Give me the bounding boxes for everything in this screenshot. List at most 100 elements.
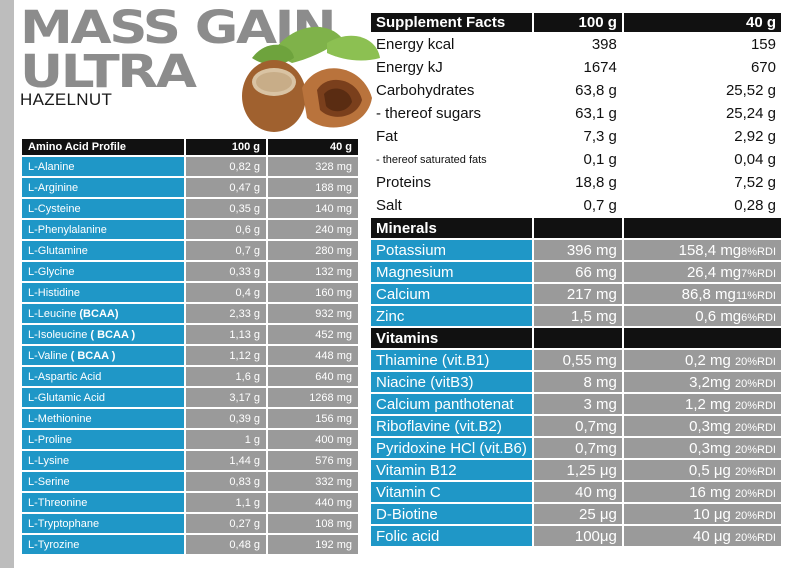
table-row: L-Threonine 1,1 g 440 mg [22, 493, 358, 512]
amino-name: L-Leucine (BCAA) [22, 304, 184, 323]
table-row: L-Alanine 0,82 g 328 mg [22, 157, 358, 176]
vitamin-100g: 0,7mg [533, 416, 622, 436]
table-row: Fat 7,3 g 2,92 g [371, 126, 781, 147]
table-row: L-Leucine (BCAA) 2,33 g 932 mg [22, 304, 358, 323]
amino-100g: 0,33 g [186, 262, 266, 281]
table-row: Zinc 1,5 mg 0,6 mg6%RDI [371, 306, 781, 326]
vitamins-header-row: Vitamins [371, 328, 781, 348]
amino-100g: 2,33 g [186, 304, 266, 323]
fact-100g: 1674 [583, 59, 617, 76]
table-row: L-Histidine 0,4 g 160 mg [22, 283, 358, 302]
flavor-label: HAZELNUT [20, 90, 113, 109]
amino-40g: 448 mg [268, 346, 358, 365]
vitamin-40g-value: 0,3mg [689, 417, 731, 435]
fact-40g: 25,24 g [725, 105, 776, 122]
table-row: Energy kcal 398 159 [371, 34, 781, 55]
amino-100g: 3,17 g [186, 388, 266, 407]
fact-100g: 63,8 g [575, 82, 617, 99]
amino-name: L-Lysine [22, 451, 184, 470]
amino-40g: 132 mg [268, 262, 358, 281]
mineral-40g: 26,4 mg7%RDI [623, 262, 781, 282]
fact-name: Energy kJ [376, 59, 443, 76]
vitamin-name: Thiamine (vit.B1) [371, 350, 532, 370]
vitamin-100g: 3 mg [533, 394, 622, 414]
table-row: L-Aspartic Acid 1,6 g 640 mg [22, 367, 358, 386]
amino-name: L-Histidine [22, 283, 184, 302]
vitamin-40g: 0,2 mg 20%RDI [623, 350, 781, 370]
table-row: Energy kJ 1674 670 [371, 57, 781, 78]
amino-header-row: Amino Acid Profile 100 g 40 g [22, 139, 358, 155]
table-row: L-Arginine 0,47 g 188 mg [22, 178, 358, 197]
table-row: L-Tryptophane 0,27 g 108 mg [22, 514, 358, 533]
amino-40g: 140 mg [268, 199, 358, 218]
rdi-label: 20%RDI [735, 531, 776, 544]
fact-100g: 7,3 g [583, 128, 617, 145]
amino-name: L-Cysteine [22, 199, 184, 218]
vitamin-40g: 0,3mg 20%RDI [623, 438, 781, 458]
amino-40g: 156 mg [268, 409, 358, 428]
amino-100g: 0,48 g [186, 535, 266, 554]
vitamin-name: Vitamin B12 [371, 460, 532, 480]
fact-100g: 0,1 g [583, 151, 617, 168]
mineral-40g-value: 86,8 mg [681, 285, 736, 303]
table-row: Salt 0,7 g 0,28 g [371, 195, 781, 216]
vitamin-40g-value: 0,2 mg [685, 351, 731, 369]
table-row: Vitamin B12 1,25 μg 0,5 μg 20%RDI [371, 460, 781, 480]
amino-100g: 1,1 g [186, 493, 266, 512]
amino-100g: 1,44 g [186, 451, 266, 470]
amino-name: L-Tyrozine [22, 535, 184, 554]
table-row: Pyridoxine HCl (vit.B6) 0,7mg 0,3mg 20%RDI [371, 438, 781, 458]
vitamin-100g: 8 mg [533, 372, 622, 392]
vitamin-40g: 0,5 μg 20%RDI [623, 460, 781, 480]
vitamin-40g: 40 μg 20%RDI [623, 526, 781, 546]
vitamin-name: Niacine (vitB3) [371, 372, 532, 392]
table-row: L-Methionine 0,39 g 156 mg [22, 409, 358, 428]
vitamin-40g-value: 10 μg [693, 505, 731, 523]
vitamin-40g: 10 μg 20%RDI [623, 504, 781, 524]
amino-name-text: L-Leucine [28, 307, 77, 320]
amino-40g: 188 mg [268, 178, 358, 197]
table-row: Thiamine (vit.B1) 0,55 mg 0,2 mg 20%RDI [371, 350, 781, 370]
vitamin-40g-value: 0,5 μg [688, 461, 731, 479]
section-blank [533, 218, 622, 238]
amino-name: L-Glutamine [22, 241, 184, 260]
mineral-40g-value: 158,4 mg [678, 241, 742, 259]
bcaa-tag: (BCAA) [79, 307, 119, 320]
amino-100g: 0,7 g [186, 241, 266, 260]
mineral-100g: 217 mg [533, 284, 622, 304]
rdi-label: 20%RDI [735, 443, 776, 456]
facts-header-100g: 100 g [533, 13, 622, 32]
table-row: - thereof saturated fats 0,1 g 0,04 g [371, 149, 781, 170]
brand-title: MASS GAIN ULTRA [20, 5, 337, 94]
vitamin-100g: 100μg [533, 526, 622, 546]
table-row: L-Phenylalanine 0,6 g 240 mg [22, 220, 358, 239]
fact-100g: 63,1 g [575, 105, 617, 122]
amino-acid-table: Amino Acid Profile 100 g 40 g L-Alanine 0… [20, 137, 360, 556]
amino-40g: 192 mg [268, 535, 358, 554]
vitamin-name: Riboflavine (vit.B2) [371, 416, 532, 436]
vitamin-100g: 25 μg [533, 504, 622, 524]
mineral-100g: 1,5 mg [533, 306, 622, 326]
fact-100g: 18,8 g [575, 174, 617, 191]
left-accent-bar [0, 0, 14, 568]
fact-40g: 0,04 g [734, 151, 776, 168]
amino-header-name: Amino Acid Profile [22, 139, 184, 155]
amino-100g: 0,27 g [186, 514, 266, 533]
mineral-name: Calcium [371, 284, 532, 304]
rdi-label: 20%RDI [735, 421, 776, 434]
amino-40g: 160 mg [268, 283, 358, 302]
table-row: Calcium panthotenat 3 mg 1,2 mg 20%RDI [371, 394, 781, 414]
table-row: Potassium 396 mg 158,4 mg8%RDI [371, 240, 781, 260]
amino-40g: 1268 mg [268, 388, 358, 407]
amino-name: L-Glycine [22, 262, 184, 281]
vitamin-name: Pyridoxine HCl (vit.B6) [371, 438, 532, 458]
fact-name: - thereof saturated fats [376, 153, 487, 166]
minerals-title: Minerals [371, 218, 532, 238]
amino-name: L-Valine ( BCAA ) [22, 346, 184, 365]
mineral-40g-value: 26,4 mg [686, 263, 742, 281]
vitamin-name: Calcium panthotenat [371, 394, 532, 414]
amino-name-text: L-Valine [28, 349, 68, 362]
amino-name: L-Proline [22, 430, 184, 449]
amino-40g: 640 mg [268, 367, 358, 386]
rdi-label: 7%RDI [741, 267, 776, 280]
